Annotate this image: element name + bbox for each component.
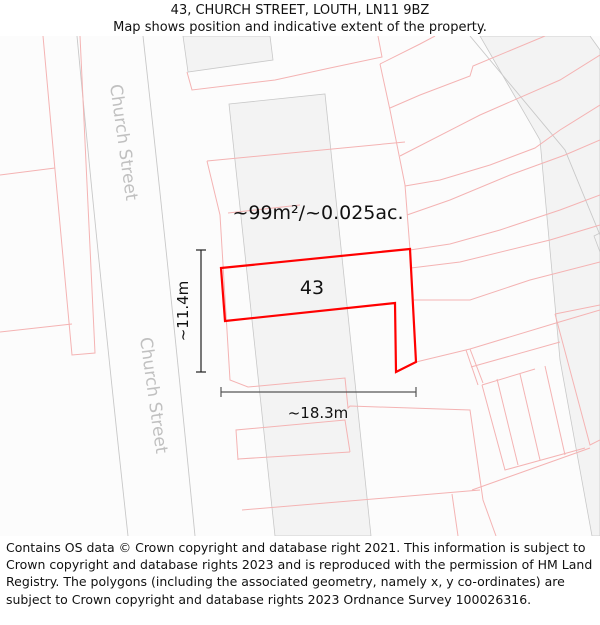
height-dimension-line [196, 249, 206, 373]
map-header: 43, CHURCH STREET, LOUTH, LN11 9BZ Map s… [0, 0, 600, 38]
copyright-attribution: Contains OS data © Crown copyright and d… [6, 540, 593, 607]
property-map[interactable]: Church Street Church Street ~99m²/~0.025… [0, 35, 600, 537]
map-canvas: Church Street Church Street ~99m²/~0.025… [0, 35, 600, 537]
map-subtitle: Map shows position and indicative extent… [113, 20, 487, 35]
width-dimension-label: ~18.3m [288, 404, 349, 422]
width-dimension-line [220, 387, 417, 397]
height-dimension-label: ~11.4m [174, 281, 192, 342]
plot-number-label: 43 [300, 277, 324, 299]
property-address-title: 43, CHURCH STREET, LOUTH, LN11 9BZ [170, 3, 430, 18]
subject-property-outline[interactable] [219, 247, 418, 374]
parcel-boundaries-layer [0, 35, 600, 537]
area-label: ~99m²/~0.025ac. [232, 202, 403, 224]
